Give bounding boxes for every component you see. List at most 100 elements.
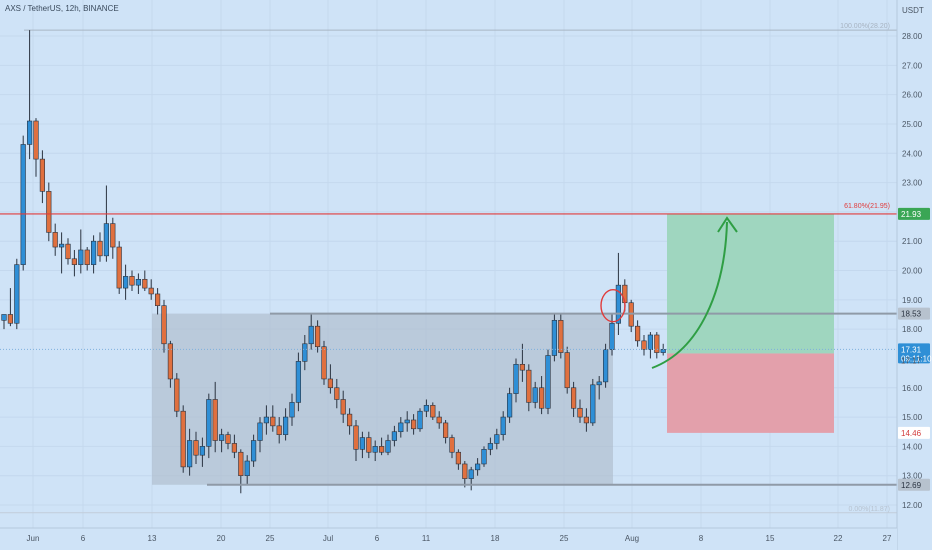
price-tick-label: 25.00 — [902, 120, 923, 129]
candle-body — [538, 387, 545, 409]
candle-body — [609, 322, 615, 350]
candle — [654, 332, 660, 359]
price-tick-label: 21.00 — [902, 237, 923, 246]
candle-body — [321, 346, 327, 380]
fib-0-label: 0.00%(11.87) — [848, 506, 890, 513]
candle — [583, 408, 589, 432]
prev-close-label: 17.17 — [901, 356, 922, 365]
candle — [282, 408, 289, 441]
time-tick-label: 25 — [266, 534, 275, 543]
candle-body — [270, 416, 276, 427]
candle-body — [244, 460, 250, 476]
candle — [180, 405, 186, 473]
candle — [142, 270, 148, 292]
candle-body — [97, 240, 103, 257]
candle — [506, 387, 513, 423]
candle-body — [46, 191, 52, 233]
candle — [263, 405, 270, 435]
candle-body — [167, 343, 174, 380]
candle-body — [462, 463, 468, 479]
candle — [276, 417, 282, 444]
candle-body — [65, 243, 71, 260]
candle-body — [20, 144, 26, 265]
price-tick-label: 26.00 — [902, 91, 923, 100]
candle — [174, 373, 180, 418]
candle — [225, 431, 231, 450]
candle-body — [398, 422, 404, 433]
range-bottom-badge — [898, 478, 930, 491]
candle — [340, 390, 346, 423]
candle — [110, 217, 116, 259]
candle — [577, 399, 583, 423]
price-tick-label: 23.00 — [902, 179, 923, 188]
price-tick-label: 16.00 — [902, 384, 923, 393]
candle — [500, 411, 506, 441]
candle — [481, 446, 487, 467]
candle-body — [583, 416, 589, 424]
candle-body — [385, 440, 391, 453]
candle — [423, 399, 430, 418]
candle — [58, 232, 65, 274]
time-tick-label: 25 — [560, 534, 569, 543]
candle-body — [7, 314, 14, 324]
candle-body — [455, 451, 462, 465]
candle-body — [206, 399, 212, 447]
candle-body — [391, 431, 398, 441]
price-tick-label: 18.00 — [902, 325, 923, 334]
candle — [474, 458, 481, 476]
candle — [353, 419, 359, 462]
candle-body — [423, 405, 430, 412]
candle-body — [263, 416, 270, 424]
candle-body — [327, 378, 334, 389]
time-tick-label: 27 — [883, 534, 892, 543]
candle-body — [602, 349, 609, 383]
candle-body — [295, 361, 302, 403]
candle — [366, 431, 372, 459]
candle-body — [71, 258, 77, 265]
candle-body — [545, 355, 551, 409]
candle — [391, 425, 398, 447]
candle — [71, 249, 77, 277]
candle-body — [417, 410, 423, 430]
candle-body — [174, 378, 180, 412]
candle-body — [58, 243, 65, 248]
candle-body — [436, 416, 442, 424]
price-tick-label: 12.00 — [902, 501, 923, 510]
candle — [91, 235, 97, 274]
candle — [558, 314, 564, 359]
candle-body — [372, 446, 378, 453]
candle — [513, 358, 519, 403]
target-badge — [898, 207, 930, 220]
arrow-head-icon — [717, 216, 738, 233]
candle — [26, 30, 33, 160]
candle-body — [641, 340, 647, 350]
candle-body — [187, 440, 193, 468]
time-tick-label: Aug — [625, 534, 639, 543]
time-axis[interactable]: Jun 6 13 20 25 Jul 6 11 18 25 Aug 8 15 22 27 — [0, 527, 897, 550]
range-top-badge — [898, 307, 930, 320]
last-price-badge — [898, 343, 930, 364]
candle-body — [449, 437, 455, 453]
candle-body — [551, 320, 557, 356]
candle — [327, 364, 334, 394]
candle-body — [180, 410, 186, 468]
candle-body — [103, 223, 109, 257]
candle-body — [39, 158, 45, 192]
candle-body — [532, 387, 538, 403]
candle-body — [474, 463, 481, 471]
candle — [84, 247, 90, 271]
candle — [634, 320, 641, 347]
price-axis[interactable]: USDT28.0027.0026.0025.0024.0023.0022.002… — [896, 0, 932, 550]
candle — [20, 135, 26, 271]
candle — [602, 343, 609, 388]
candle — [436, 411, 442, 429]
time-tick-label: 13 — [148, 534, 157, 543]
candle-body — [353, 425, 359, 450]
drawing-layer — [0, 29, 897, 514]
candle — [462, 461, 468, 488]
candle-body — [647, 334, 653, 350]
price-tick-label: 14.00 — [902, 442, 923, 451]
candle — [289, 393, 295, 426]
